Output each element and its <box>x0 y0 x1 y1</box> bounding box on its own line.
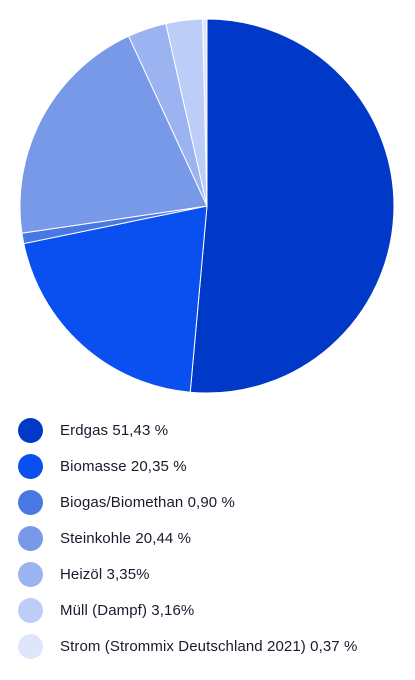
pie-chart <box>19 18 395 394</box>
pie-slice-3 <box>19 35 208 234</box>
legend-item-steinkohle: Steinkohle 20,44 % <box>18 520 408 556</box>
pie-slice-6 <box>202 18 208 207</box>
legend-swatch-heizoel <box>18 561 43 587</box>
legend-item-heizoel: Heizöl 3,35% <box>18 556 408 592</box>
legend-item-strom: Strom (Strommix Deutschland 2021) 0,37 % <box>18 628 408 664</box>
legend-item-muell: Müll (Dampf) 3,16% <box>18 592 408 628</box>
legend-label-steinkohle: Steinkohle 20,44 % <box>60 529 192 547</box>
legend: Erdgas 51,43 % Biomasse 20,35 % Biogas/B… <box>18 412 408 664</box>
legend-label-erdgas: Erdgas 51,43 % <box>60 421 169 439</box>
pie-slice-0 <box>189 18 395 394</box>
legend-label-strom: Strom (Strommix Deutschland 2021) 0,37 % <box>60 637 358 655</box>
legend-item-biogas: Biogas/Biomethan 0,90 % <box>18 484 408 520</box>
pie-slices <box>19 18 395 394</box>
legend-swatch-strom <box>18 633 43 659</box>
legend-swatch-biogas <box>18 489 43 515</box>
legend-label-heizoel: Heizöl 3,35% <box>60 565 150 583</box>
legend-swatch-biomasse <box>18 453 43 479</box>
legend-swatch-muell <box>18 597 43 623</box>
legend-label-biogas: Biogas/Biomethan 0,90 % <box>60 493 235 511</box>
legend-label-muell: Müll (Dampf) 3,16% <box>60 601 195 619</box>
legend-swatch-erdgas <box>18 417 43 443</box>
legend-swatch-steinkohle <box>18 525 43 551</box>
legend-label-biomasse: Biomasse 20,35 % <box>60 457 187 475</box>
legend-item-erdgas: Erdgas 51,43 % <box>18 412 408 448</box>
legend-item-biomasse: Biomasse 20,35 % <box>18 448 408 484</box>
pie-slice-1 <box>23 205 208 393</box>
